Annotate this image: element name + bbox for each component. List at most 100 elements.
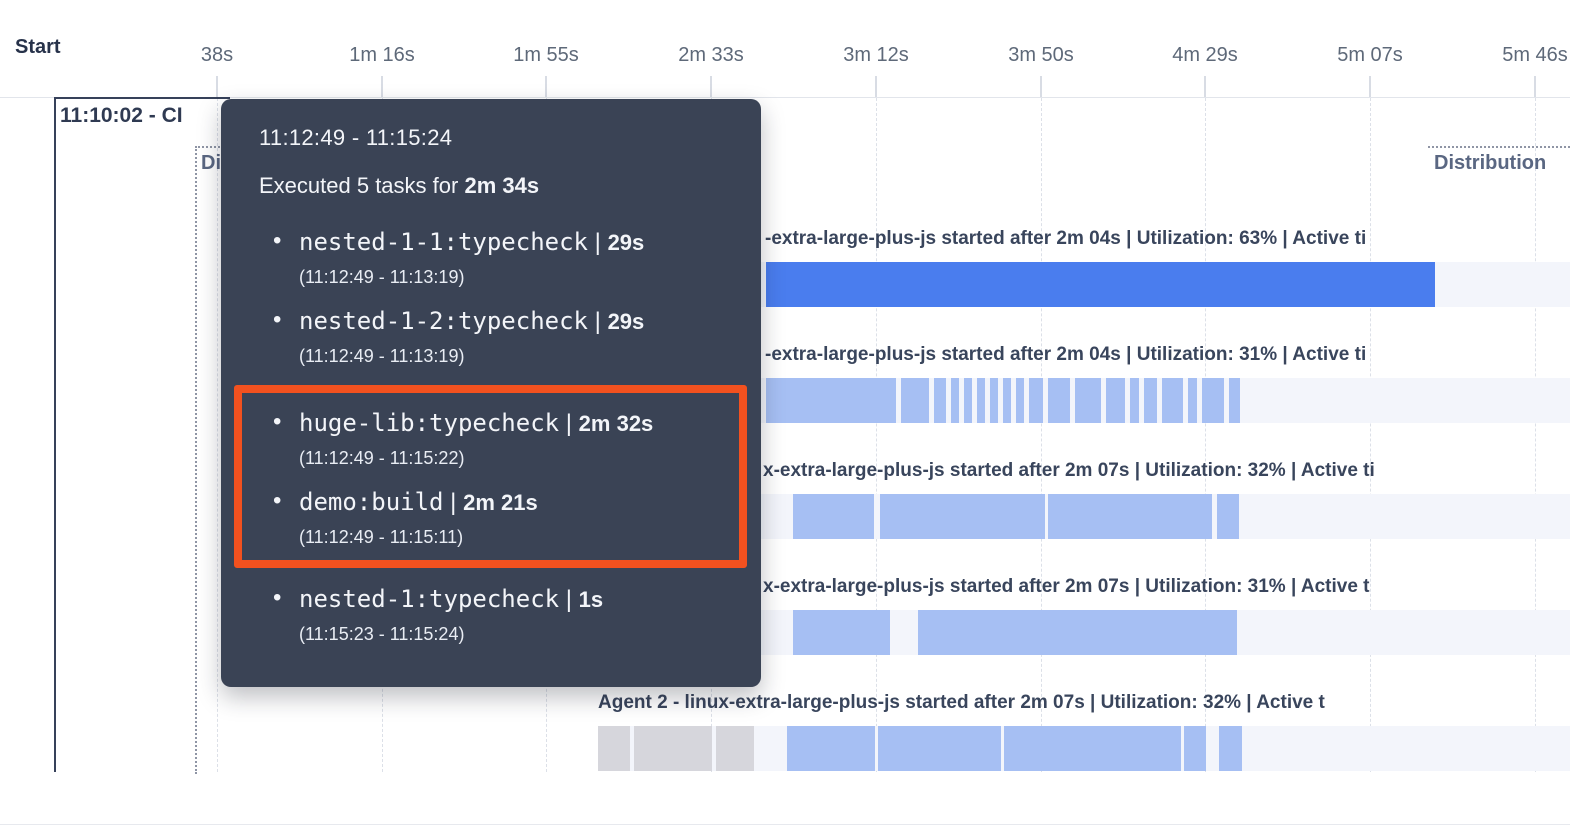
tooltip-task-list: nested-1-1:typecheck | 29s (11:12:49 - 11… xyxy=(234,227,747,645)
distribution-right-label: Distribution xyxy=(1434,152,1547,174)
axis-tick-label: 5m 46s xyxy=(1502,44,1568,66)
axis-tick-mark xyxy=(875,76,877,97)
agent-task-bar-segment[interactable] xyxy=(1029,378,1043,423)
distribution-right-region xyxy=(1428,146,1570,774)
agent-task-bar-segment[interactable] xyxy=(918,610,1237,655)
agent-task-bar-segment[interactable] xyxy=(1202,378,1224,423)
agent-task-bar-segment[interactable] xyxy=(1016,378,1024,423)
agent-task-bar-segment[interactable] xyxy=(1184,726,1206,771)
axis-start-label: Start xyxy=(15,36,61,58)
axis-gridline xyxy=(1041,98,1042,772)
ci-pipeline-top-border xyxy=(54,97,230,99)
tooltip-task-time-range: (11:12:49 - 11:15:11) xyxy=(299,527,464,547)
tooltip-task-time-range: (11:15:23 - 11:15:24) xyxy=(299,624,465,644)
axis-tick-label: 3m 50s xyxy=(1008,44,1074,66)
agent-task-bar-segment[interactable] xyxy=(716,726,754,771)
agent-task-bar-segment[interactable] xyxy=(634,726,712,771)
axis-tick-label: 5m 07s xyxy=(1337,44,1403,66)
ci-pipeline-label: 11:10:02 - CI xyxy=(60,104,183,127)
agent-task-bar-segment[interactable] xyxy=(1130,378,1139,423)
tooltip-task-time-range: (11:12:49 - 11:15:22) xyxy=(299,448,465,468)
tooltip-task-name-line: nested-1-2:typecheck | 29s xyxy=(299,306,725,337)
agent-task-bar-segment[interactable] xyxy=(598,726,630,771)
axis-tick-mark xyxy=(710,76,712,97)
axis-tick-label: 4m 29s xyxy=(1172,44,1238,66)
tooltip-summary-prefix: Executed 5 tasks for xyxy=(259,173,459,198)
agent-task-bar-segment[interactable] xyxy=(901,378,929,423)
axis-gridline xyxy=(876,98,877,772)
axis-baseline xyxy=(0,97,1570,98)
agent-task-bar-segment[interactable] xyxy=(1162,378,1183,423)
tooltip-task-item: nested-1-2:typecheck | 29s (11:12:49 - 11… xyxy=(259,306,725,367)
tooltip-task-time-range: (11:12:49 - 11:13:19) xyxy=(299,346,465,366)
tooltip-task-name-line: demo:build | 2m 21s xyxy=(299,487,739,518)
agent-task-bar-segment[interactable] xyxy=(1106,378,1125,423)
agent-task-bar-segment[interactable] xyxy=(1188,378,1197,423)
agent-task-bar-segment[interactable] xyxy=(793,610,890,655)
axis-tick-mark xyxy=(545,76,547,97)
agent-task-bar-segment[interactable] xyxy=(1003,378,1011,423)
agent-task-bar-segment[interactable] xyxy=(880,494,1045,539)
agent-row-label: x-extra-large-plus-js started after 2m 0… xyxy=(763,460,1375,481)
tooltip-task-duration: 29s xyxy=(607,230,645,255)
axis-tick-label: 1m 55s xyxy=(513,44,579,66)
bottom-divider xyxy=(0,824,1570,825)
agent-task-bar-segment[interactable] xyxy=(878,726,1001,771)
agent-task-bar-segment[interactable] xyxy=(787,726,875,771)
axis-tick-label: 38s xyxy=(200,44,234,66)
tooltip-task-duration: 2m 21s xyxy=(463,490,538,515)
tooltip-task-name: nested-1-1:typecheck xyxy=(299,228,588,256)
tooltip-task-item: nested-1:typecheck | 1s (11:15:23 - 11:15… xyxy=(259,584,725,645)
axis-tick-label: 3m 12s xyxy=(843,44,909,66)
tooltip-task-duration: 2m 32s xyxy=(578,411,654,436)
axis-gridline xyxy=(217,98,218,772)
tooltip-task-name-line: nested-1:typecheck | 1s xyxy=(299,584,725,615)
axis-tick-mark xyxy=(1040,76,1042,97)
agent-task-bar-segment[interactable] xyxy=(793,494,874,539)
agent-task-bar-segment[interactable] xyxy=(1004,726,1181,771)
agent-task-bar-segment[interactable] xyxy=(1144,378,1157,423)
tooltip-task-time-range: (11:12:49 - 11:13:19) xyxy=(299,267,465,287)
agent-row-label: x-extra-large-plus-js started after 2m 0… xyxy=(763,576,1370,597)
axis-gridline xyxy=(1205,98,1206,772)
agent-task-bar-segment[interactable] xyxy=(1219,726,1242,771)
agent-task-bar-segment[interactable] xyxy=(990,378,998,423)
agent-task-bar-segment[interactable] xyxy=(934,378,946,423)
agent-task-bar-segment[interactable] xyxy=(977,378,985,423)
tooltip-task-separator: | xyxy=(559,586,579,613)
axis-gridline xyxy=(1535,98,1536,772)
agent-task-bar-segment[interactable] xyxy=(1217,494,1239,539)
tooltip-task-name-line: huge-lib:typecheck | 2m 32s xyxy=(299,408,739,439)
tooltip-highlight-box: huge-lib:typecheck | 2m 32s (11:12:49 - 1… xyxy=(234,385,747,568)
agent-row-label: Agent 2 - linux-extra-large-plus-js star… xyxy=(598,692,1325,713)
ci-pipeline-left-border xyxy=(54,99,56,772)
tooltip-summary-duration: 2m 34s xyxy=(464,173,540,198)
agent-task-bar-segment[interactable] xyxy=(766,262,1435,307)
tooltip-task-name: nested-1-2:typecheck xyxy=(299,307,588,335)
axis-tick-mark xyxy=(1534,76,1536,97)
tooltip-task-name: huge-lib:typecheck xyxy=(299,409,560,437)
agent-row-label: -extra-large-plus-js started after 2m 04… xyxy=(765,344,1367,365)
tooltip-task-separator: | xyxy=(559,410,579,437)
agent-task-bar-segment[interactable] xyxy=(1048,494,1212,539)
tooltip-task-separator: | xyxy=(587,308,608,335)
task-group-tooltip: 11:12:49 - 11:15:24 Executed 5 tasks for… xyxy=(221,99,761,687)
tooltip-time-range: 11:12:49 - 11:15:24 xyxy=(259,125,453,150)
axis-tick-label: 2m 33s xyxy=(678,44,744,66)
tooltip-task-duration: 29s xyxy=(607,309,645,334)
axis-tick-mark xyxy=(1204,76,1206,97)
tooltip-task-item: demo:build | 2m 21s (11:12:49 - 11:15:11) xyxy=(259,487,739,548)
agent-task-bar-segment[interactable] xyxy=(951,378,959,423)
tooltip-task-duration: 1s xyxy=(578,587,604,612)
axis-tick-mark xyxy=(381,76,383,97)
axis-tick-mark xyxy=(216,76,218,97)
agent-task-bar-segment[interactable] xyxy=(766,378,896,423)
agent-task-bar-segment[interactable] xyxy=(964,378,972,423)
agent-task-bar-segment[interactable] xyxy=(1229,378,1240,423)
agent-task-bar-segment[interactable] xyxy=(1048,378,1070,423)
tooltip-task-name-line: nested-1-1:typecheck | 29s xyxy=(299,227,725,258)
tooltip-task-item: huge-lib:typecheck | 2m 32s (11:12:49 - 1… xyxy=(259,408,739,469)
axis-tick-mark xyxy=(1369,76,1371,97)
agent-task-bar-segment[interactable] xyxy=(1075,378,1101,423)
